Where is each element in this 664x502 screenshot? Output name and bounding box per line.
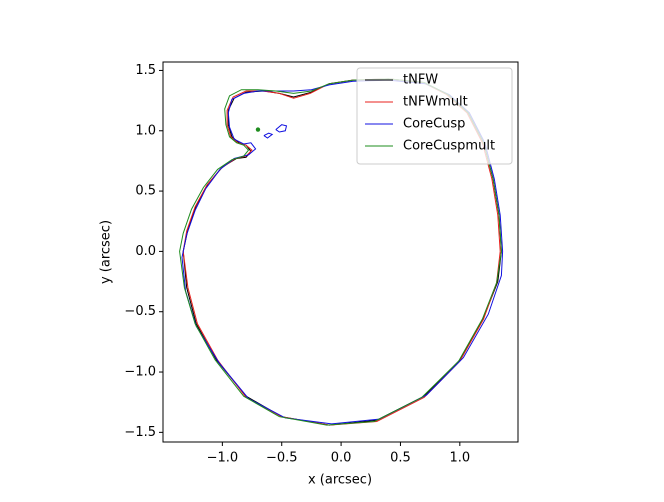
- y-tick-label: 0.5: [135, 184, 156, 199]
- point: [255, 127, 261, 132]
- y-tick-label: 0.0: [135, 244, 156, 259]
- legend-label: tNFWmult: [403, 95, 468, 110]
- x-tick-label: 1.0: [449, 451, 470, 466]
- y-tick-label: −1.5: [124, 425, 156, 440]
- x-axis-label: x (arcsec): [308, 473, 372, 488]
- plot-frame: [162, 61, 519, 443]
- y-tick-label: 1.0: [135, 123, 156, 138]
- x-tick-label: 0.5: [390, 451, 411, 466]
- legend-label: tNFW: [403, 73, 438, 88]
- legend-box: [356, 67, 513, 165]
- y-tick-label: −0.5: [124, 304, 156, 319]
- legend-label: CoreCusp: [403, 117, 465, 132]
- legend-label: CoreCuspmult: [403, 139, 495, 154]
- x-tick-label: −0.5: [266, 451, 298, 466]
- x-tick-label: −1.0: [207, 451, 239, 466]
- x-tick-label: 0.0: [331, 451, 352, 466]
- y-tick-label: 1.5: [135, 63, 156, 78]
- y-tick-label: −1.0: [124, 365, 156, 380]
- y-axis-label: y (arcsec): [99, 220, 114, 284]
